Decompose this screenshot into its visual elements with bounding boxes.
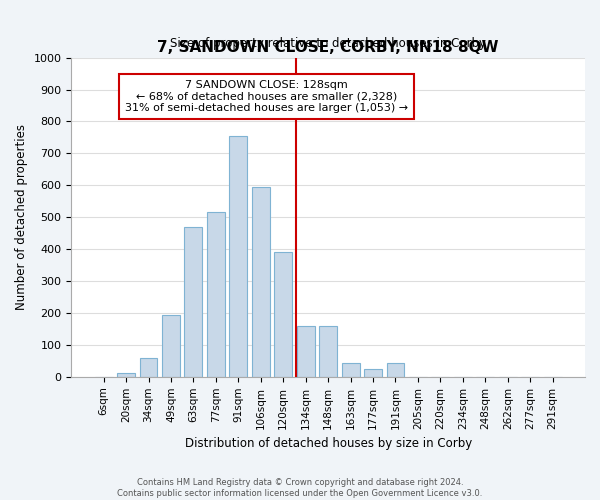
- X-axis label: Distribution of detached houses by size in Corby: Distribution of detached houses by size …: [185, 437, 472, 450]
- Bar: [297, 326, 314, 377]
- Bar: [252, 187, 270, 377]
- Bar: [364, 369, 382, 377]
- Text: Size of property relative to detached houses in Corby: Size of property relative to detached ho…: [170, 36, 486, 50]
- Bar: [386, 364, 404, 377]
- Bar: [117, 372, 135, 377]
- Bar: [229, 136, 247, 377]
- Bar: [207, 212, 225, 377]
- Title: 7, SANDOWN CLOSE, CORBY, NN18 8QW: 7, SANDOWN CLOSE, CORBY, NN18 8QW: [157, 40, 499, 55]
- Bar: [274, 252, 292, 377]
- Bar: [140, 358, 157, 377]
- Bar: [319, 326, 337, 377]
- Y-axis label: Number of detached properties: Number of detached properties: [15, 124, 28, 310]
- Bar: [341, 364, 359, 377]
- Text: 7 SANDOWN CLOSE: 128sqm
← 68% of detached houses are smaller (2,328)
31% of semi: 7 SANDOWN CLOSE: 128sqm ← 68% of detache…: [125, 80, 408, 113]
- Bar: [184, 227, 202, 377]
- Text: Contains HM Land Registry data © Crown copyright and database right 2024.
Contai: Contains HM Land Registry data © Crown c…: [118, 478, 482, 498]
- Bar: [162, 314, 180, 377]
